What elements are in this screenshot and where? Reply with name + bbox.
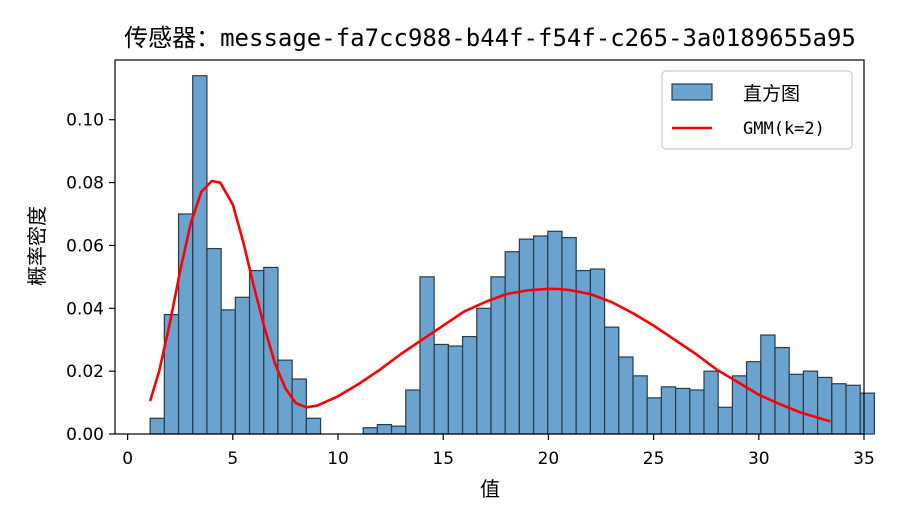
legend-histogram-swatch [671,83,713,101]
chart-title: 传感器：message-fa7cc988-b44f-f54f-c265-3a01… [124,24,856,52]
histogram-bar [760,334,776,435]
histogram-bar [547,230,563,435]
gmm-curve [148,179,831,423]
y-tick-label: 0.04 [66,299,104,319]
x-tick-label: 15 [432,449,454,469]
histogram-bar [674,387,691,435]
y-tick-label: 0.06 [66,236,104,256]
histogram-bar [163,313,180,435]
histogram-bar [447,345,464,435]
histogram-bar [376,423,393,435]
histogram-bar [206,247,222,435]
x-tick-label: 0 [122,449,133,469]
y-tick-label: 0.00 [66,425,104,445]
histogram-bar [305,417,322,435]
histogram-bar [476,307,492,435]
histogram-bar [405,389,421,435]
histogram-bar [632,375,648,435]
x-axis-label: 值 [480,477,500,501]
legend-gmm-label: GMM(k=2) [743,119,825,139]
histogram-bar [504,251,520,435]
histogram-bar [461,335,478,435]
histogram-bar [192,75,208,435]
x-tick-label: 10 [327,449,349,469]
y-tick-label: 0.10 [66,111,104,131]
histogram-bar [618,356,634,435]
histogram-bar [859,392,876,435]
x-tick-label: 5 [227,449,238,469]
y-axis-ticks: 0.00 0.02 0.04 0.06 0.08 0.10 [66,111,115,445]
histogram-bar [831,383,847,435]
x-tick-label: 35 [853,449,875,469]
histogram-bar [774,346,790,435]
histogram-bar [149,417,165,435]
histogram-bar [518,238,535,435]
legend-histogram-label: 直方图 [743,83,800,105]
x-tick-label: 30 [748,449,770,469]
x-tick-label: 25 [643,449,665,469]
histogram-bar [817,376,833,435]
histogram-bar [717,406,733,435]
plot-frame [114,59,865,435]
y-tick-label: 0.08 [66,174,104,194]
x-axis-ticks: 0 5 10 15 20 25 30 35 [122,434,875,469]
histogram-bar [802,370,819,435]
histogram-bars [149,75,876,435]
histogram-bar [220,309,236,435]
histogram-bar [845,384,861,435]
legend: 直方图 GMM(k=2) [661,70,853,150]
histogram-bar [362,427,378,435]
histogram-bar [419,276,435,435]
histogram-bar [234,296,251,435]
y-tick-label: 0.02 [66,362,104,382]
histogram-bar [646,397,662,435]
y-axis-label: 概率密度 [25,206,49,286]
histogram-bar [575,269,591,435]
histogram-bar [746,361,762,435]
histogram-bar [603,326,620,435]
histogram-bar [689,389,705,435]
histogram-bar [703,370,719,435]
histogram-bar [660,386,677,435]
histogram-bar [390,425,407,435]
histogram-bar [561,236,577,435]
histogram-bar [433,343,449,435]
histogram-bar [532,235,549,435]
histogram-bar [788,373,805,435]
x-tick-label: 20 [538,449,560,469]
